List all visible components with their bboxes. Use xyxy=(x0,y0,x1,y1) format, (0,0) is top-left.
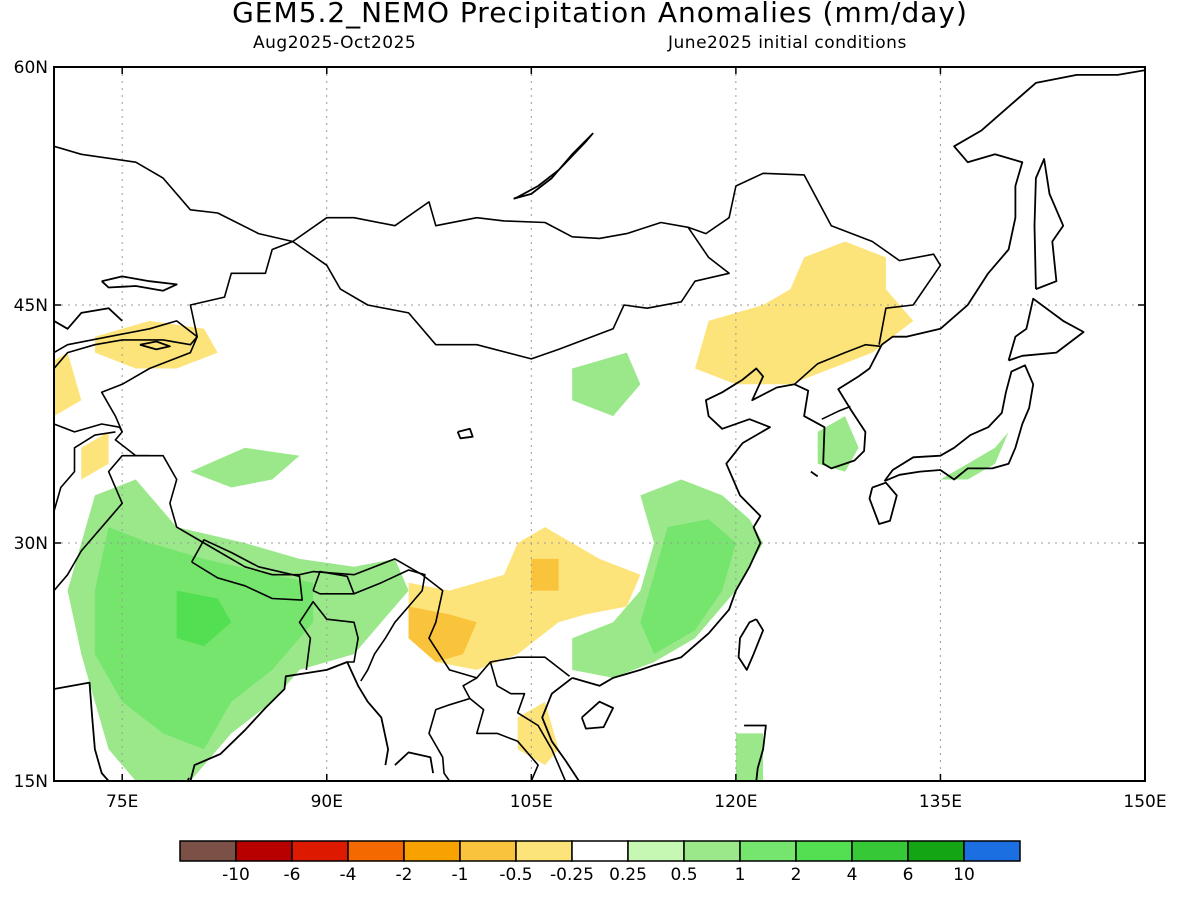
anomaly-laos-dry xyxy=(517,701,559,766)
anomaly-northeast-china-dry xyxy=(695,241,914,385)
coastline-balkhash xyxy=(101,275,178,292)
coastline-india-coast-west xyxy=(54,681,110,781)
map-title: GEM5.2_NEMO Precipitation Anomalies (mm/… xyxy=(232,0,968,29)
colorbar: -10 -6 -4 -2 -1 -0.5 -0.25 0.25 0.5 1 2 4 6 10 xyxy=(179,840,1021,885)
coastline-asia-coast-east xyxy=(571,69,1145,687)
anomaly-pakistan-dry xyxy=(81,431,109,480)
coastline-indochina-coast xyxy=(541,677,580,781)
border-central-asia-borders xyxy=(54,320,198,370)
colorbar-swatch xyxy=(683,840,741,862)
colorbar-label: 0.25 xyxy=(609,865,647,885)
colorbar-label: -1 xyxy=(452,865,469,885)
border-bhutan-outline xyxy=(312,570,355,595)
lat-tick-label: 45N xyxy=(14,296,48,316)
anomaly-philippines-wet xyxy=(735,733,764,781)
colorbar-swatch xyxy=(235,840,293,862)
colorbar-swatch xyxy=(515,840,573,862)
border-russia-kazakh xyxy=(54,145,293,243)
colorbar-label: 2 xyxy=(791,865,802,885)
coastline-bohai-islands-hint xyxy=(810,470,819,478)
anomaly-kazakh-dry xyxy=(94,320,218,369)
coastline-thailand-gulf xyxy=(456,780,458,781)
border-tajik-afghan xyxy=(54,423,123,433)
border-afghan-pakistan xyxy=(54,431,116,512)
colorbar-label: -2 xyxy=(396,865,413,885)
coastline-india-coast-east xyxy=(189,661,390,781)
border-bangladesh-outline xyxy=(298,600,359,671)
border-korea-dmz xyxy=(821,405,851,420)
colorbar-swatch xyxy=(347,840,405,862)
lat-tick-label: 30N xyxy=(14,534,48,554)
border-mongolia-china xyxy=(292,226,730,360)
colorbar-label: -0.5 xyxy=(499,865,532,885)
colorbar-label: 6 xyxy=(903,865,914,885)
colorbar-label: 1 xyxy=(735,865,746,885)
lat-tick-label: 15N xyxy=(14,772,48,792)
coastline-hainan xyxy=(580,700,614,730)
anomaly-china-southeast-core xyxy=(640,519,736,655)
border-laos-vietnam xyxy=(489,661,567,781)
coastline-sakhalin xyxy=(1033,158,1065,290)
colorbar-swatch xyxy=(571,840,629,862)
colorbar-label: 0.5 xyxy=(670,865,697,885)
colorbar-label: -6 xyxy=(284,865,301,885)
initial-conditions: June2025 initial conditions xyxy=(668,33,907,53)
anomaly-sichuan-dry-core xyxy=(531,558,559,591)
colorbar-label: 10 xyxy=(953,865,975,885)
colorbar-label: -10 xyxy=(222,865,250,885)
coastline-japan-kyushu xyxy=(868,481,898,525)
coastline-taiwan xyxy=(737,618,764,671)
border-myanmar-thai-laos xyxy=(428,677,478,781)
axis-ticks: 75E 90E 105E 120E 135E 150E 60N 45N 30N 15N xyxy=(14,58,1167,812)
forecast-period: Aug2025-Oct2025 xyxy=(253,33,417,53)
border-pakistan-india xyxy=(54,454,150,592)
anomaly-korea-wet xyxy=(817,416,859,472)
coastline-issyk-kul xyxy=(139,340,171,351)
lat-tick-label: 60N xyxy=(14,58,48,78)
border-korea-china xyxy=(793,343,881,385)
colorbar-swatch xyxy=(179,840,237,862)
lon-tick-label: 135E xyxy=(919,792,962,812)
coastline-myanmar-south xyxy=(394,751,434,774)
border-laos-thai xyxy=(469,697,539,781)
border-kazakh-china-west xyxy=(100,240,570,679)
anomaly-central-asia-dry xyxy=(54,352,82,417)
colorbar-swatch xyxy=(851,840,909,862)
colorbar-swatch xyxy=(739,840,797,862)
coastline-luzon xyxy=(744,724,767,781)
colorbar-swatch xyxy=(795,840,853,862)
anomaly-tibet-wet xyxy=(190,447,300,488)
coastline-japan-hokkaido xyxy=(1007,297,1085,362)
colorbar-label: -4 xyxy=(340,865,357,885)
coastlines xyxy=(54,69,1145,781)
anomaly-yunnan-dry-core xyxy=(408,606,477,662)
lon-tick-label: 75E xyxy=(106,792,138,812)
colorbar-swatch xyxy=(403,840,461,862)
lon-tick-label: 120E xyxy=(714,792,757,812)
lon-tick-label: 105E xyxy=(510,792,553,812)
anomaly-japan-wet xyxy=(940,431,1009,480)
colorbar-swatch xyxy=(291,840,349,862)
border-nepal-outline xyxy=(191,538,304,601)
country-borders xyxy=(54,145,942,781)
anomaly-mongolia-wet xyxy=(572,352,641,417)
coastline-caspian-east xyxy=(54,307,123,330)
border-ne-india-myanmar xyxy=(353,569,426,682)
lon-tick-label: 150E xyxy=(1123,792,1166,812)
colorbar-label: 4 xyxy=(847,865,858,885)
anomaly-field xyxy=(54,241,1009,781)
coastline-qinghai-lake xyxy=(456,427,474,440)
colorbar-label: -0.25 xyxy=(550,865,594,885)
coastline-baikal xyxy=(513,132,594,200)
map-frame xyxy=(53,66,1146,782)
lon-tick-label: 90E xyxy=(311,792,343,812)
colorbar-swatch xyxy=(459,840,517,862)
coastline-japan-honshu xyxy=(883,364,1035,482)
colorbar-swatch xyxy=(963,840,1021,862)
colorbar-swatch xyxy=(907,840,965,862)
anomaly-india-wet-center xyxy=(176,590,232,647)
colorbar-swatch xyxy=(627,840,685,862)
